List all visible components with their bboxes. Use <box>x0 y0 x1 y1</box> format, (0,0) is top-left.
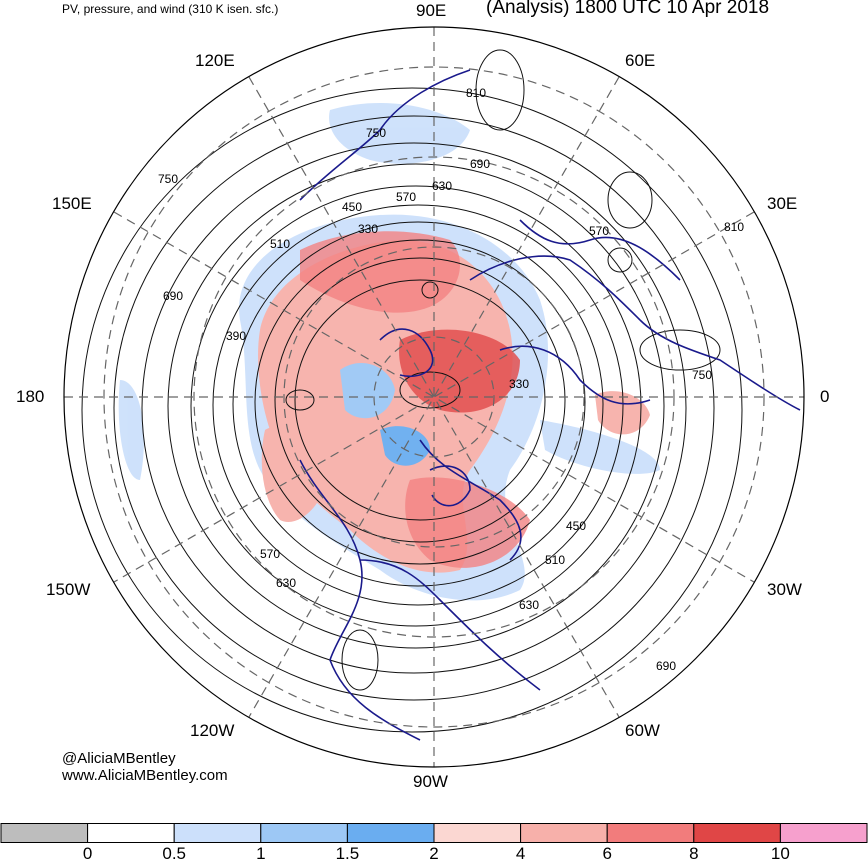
contour-label: 450 <box>342 200 362 214</box>
contour-label: 690 <box>163 289 183 303</box>
lon-label-150w: 150W <box>46 580 91 599</box>
map-disk <box>64 27 804 767</box>
map-subtitle: PV, pressure, and wind (310 K isen. sfc.… <box>62 2 279 16</box>
contour-label: 630 <box>276 576 296 590</box>
graticule <box>64 27 804 767</box>
lon-label-30w: 30W <box>767 580 802 599</box>
map-boundary <box>63 26 805 768</box>
pv-colorbar <box>0 823 868 843</box>
credit-site: www.AliciaMBentley.com <box>62 767 228 784</box>
coastlines <box>299 69 801 741</box>
contour-label: 570 <box>396 190 416 204</box>
colorbar-tick-label: 0 <box>82 844 93 863</box>
lon-label-0: 0 <box>820 387 830 406</box>
colorbar-bin <box>779 823 868 843</box>
contour-label: 570 <box>589 224 609 238</box>
contour-labels: 810 750 690 630 570 510 450 390 330 750 … <box>158 86 744 673</box>
polar-map: 810 750 690 630 570 510 450 390 330 750 … <box>63 26 805 768</box>
colorbar-bin <box>433 823 522 843</box>
map-title: (Analysis) 1800 UTC 10 Apr 2018 <box>486 0 770 18</box>
contour-label: 510 <box>270 237 290 251</box>
isobar-contours <box>81 49 743 733</box>
contour-label: 330 <box>358 222 378 236</box>
colorbar-bin <box>173 823 262 843</box>
contour-label: 810 <box>724 220 744 234</box>
contour-label: 570 <box>260 547 280 561</box>
colorbar-bin <box>260 823 348 843</box>
colorbar-bin <box>520 823 608 843</box>
lon-label-120e: 120E <box>195 51 235 70</box>
colorbar-tick-label: 2 <box>429 844 439 863</box>
lon-label-90w: 90W <box>413 772 448 791</box>
contour-label: 510 <box>545 553 565 567</box>
colorbar-bin <box>606 823 695 843</box>
colorbar-bin <box>693 823 781 843</box>
contour-label: 330 <box>509 377 529 391</box>
lon-label-60w: 60W <box>625 721 660 740</box>
credit: @AliciaMBentley www.AliciaMBentley.com <box>62 750 228 784</box>
colorbar-bin <box>346 823 435 843</box>
colorbar-bin <box>0 823 89 843</box>
contour-label: 690 <box>656 659 676 673</box>
colorbar-tick-label: 6 <box>602 844 612 863</box>
lon-label-150e: 150E <box>52 194 92 213</box>
colorbar-tick-label: 1 <box>256 844 266 863</box>
contour-label: 450 <box>566 519 586 533</box>
colorbar-bin <box>87 823 175 843</box>
colorbar-tick-label: 1.5 <box>335 844 360 863</box>
contour-label: 390 <box>226 329 246 343</box>
colorbar-tick-label: 8 <box>689 844 699 863</box>
colorbar-tick-label: 4 <box>515 844 526 863</box>
lon-label-90e: 90E <box>416 1 447 20</box>
contour-label: 750 <box>692 368 712 382</box>
contour-label: 750 <box>158 172 178 186</box>
contour-label: 690 <box>470 157 490 171</box>
contour-label: 810 <box>466 86 486 100</box>
contour-label: 630 <box>432 179 452 193</box>
lon-label-60e: 60E <box>625 51 656 70</box>
lon-label-30e: 30E <box>767 194 798 213</box>
credit-handle: @AliciaMBentley <box>62 750 176 767</box>
contour-label: 750 <box>366 126 386 140</box>
colorbar-tick-label: 0.5 <box>162 844 187 863</box>
colorbar-tick-label: 10 <box>770 844 790 863</box>
contour-label: 630 <box>519 598 539 612</box>
lon-label-180: 180 <box>16 387 45 406</box>
lon-label-120w: 120W <box>190 721 235 740</box>
